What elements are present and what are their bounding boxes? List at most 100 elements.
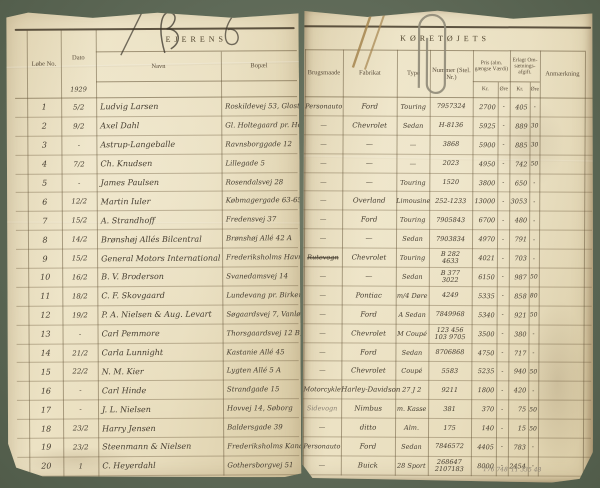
vehicle-make: —	[365, 178, 373, 187]
tax-kr: 703	[514, 254, 527, 263]
owner-name: C. F. Skovgaard	[101, 291, 165, 301]
vehicle-number: B 282 4633	[440, 250, 461, 266]
owner-name: P. A. Nielsen & Aug. Levart	[101, 309, 212, 320]
price-ore: -	[502, 160, 505, 168]
row-number: 15	[40, 367, 51, 377]
vehicle-use: —	[320, 121, 327, 130]
price-kr: 140	[481, 424, 495, 433]
tax-ore: -	[532, 387, 535, 395]
vehicle-number: 5583	[441, 366, 459, 375]
owner-residence: Gothersborgvej 51	[227, 461, 294, 470]
vehicle-make: Ford	[360, 348, 377, 357]
year-note: 1929	[70, 85, 87, 94]
column-header-navn: Navn	[151, 62, 166, 70]
tax-ore: -	[533, 217, 536, 225]
vehicle-type: Limousine	[396, 197, 431, 206]
price-kr: 5335	[478, 292, 495, 301]
entry-date: -	[77, 178, 81, 187]
ledger-right-page: KØRETØJETS Brugsmaade Fabrikat Type Numm…	[301, 7, 595, 483]
tax-kr: 380	[514, 329, 527, 339]
vehicle-number: 2023	[442, 159, 460, 168]
vehicle-number: 268647 2107183	[434, 457, 464, 473]
owner-name: General Motors International	[101, 253, 221, 263]
column-header-dato: Dato	[72, 54, 85, 62]
entry-date: 7/2	[73, 160, 85, 169]
tax-ore: -	[532, 349, 535, 357]
tax-kr: 885	[515, 141, 528, 150]
vehicle-use: —	[318, 423, 326, 432]
vehicle-type: M Coupé	[397, 329, 427, 338]
owner-name: C. Heyerdahl	[102, 461, 156, 471]
tax-kr: 3053	[510, 197, 528, 206]
vehicle-number: 175	[443, 423, 456, 432]
price-ore: -	[501, 273, 504, 281]
vehicle-make: Ford	[359, 442, 377, 451]
vehicle-make: Buick	[357, 461, 378, 470]
tax-ore: -	[533, 103, 536, 111]
vehicle-number: 4249	[441, 291, 459, 300]
entry-date: 1	[78, 462, 84, 471]
row-number: 14	[40, 348, 51, 358]
entry-date: 5/2	[72, 103, 85, 112]
ledger-row: 17 - J. L. Nielsen Hovvej 14, Søborg	[17, 399, 299, 420]
row-number: 12	[40, 310, 51, 320]
owner-residence: Frederiksholms Kanal 4	[227, 442, 313, 451]
owner-name: Carl Hinde	[101, 385, 147, 396]
pencil-total-price: 176 748	[482, 466, 508, 474]
tax-kr: 921	[514, 311, 527, 320]
entry-date: -	[79, 386, 82, 395]
ledger-row: 19 23/2 Steenmann & Nielsen Frederikshol…	[17, 437, 299, 458]
owner-name: Carl Pemmore	[101, 329, 160, 339]
ledger-row: 13 - Carl Pemmore Thorsgaardsvej 12 B, V…	[16, 324, 298, 345]
tax-kr: 940	[513, 367, 527, 376]
entry-date: -	[78, 330, 82, 339]
owner-residence: Rosendalsvej 28	[225, 177, 284, 187]
tax-ore: 50	[529, 425, 537, 433]
tax-kr: 742	[514, 159, 528, 169]
ledger-row: 7 15/2 A. Strandhoff Fredensvej 37	[16, 210, 298, 231]
tax-kr: 783	[513, 443, 526, 452]
vehicle-number: 7849968	[435, 310, 465, 319]
vehicle-row: — Chevrolet Coupé 5583 5235 - 940 50	[301, 362, 591, 382]
subheader-kr: Kr.	[516, 86, 524, 93]
vehicle-type: Touring	[400, 178, 426, 187]
vehicle-row: — Chevrolet M Coupé 123 456 103 9705 350…	[301, 324, 591, 344]
price-ore: -	[501, 330, 504, 338]
vehicle-number: 7846572	[434, 442, 464, 451]
vehicle-use: —	[319, 366, 326, 375]
price-kr: 4750	[477, 348, 495, 357]
row-number: 13	[40, 329, 51, 339]
vehicle-row: — ditto Alm. 175 140 - 15 50	[301, 418, 591, 438]
vehicle-type: Alm.	[404, 423, 420, 432]
owner-name: B. V. Broderson	[101, 272, 164, 282]
entry-date: 21/2	[72, 348, 89, 358]
owner-residence: Lygten Allé 5 A	[226, 366, 282, 375]
vehicle-make: Nimbus	[354, 404, 382, 413]
tax-kr: 480	[514, 216, 528, 225]
tax-ore: 50	[530, 160, 539, 168]
row-number: 19	[41, 443, 52, 453]
ledger-row: 3 - Astrup-Langeballe Ravnsborggade 12	[15, 135, 297, 156]
price-ore: -	[501, 349, 504, 357]
entry-date: 16/2	[71, 273, 88, 282]
price-ore: -	[501, 405, 504, 413]
entry-date: 19/2	[72, 311, 88, 320]
vehicle-type: Sedan	[401, 442, 422, 451]
ledger-row: 2 9/2 Axel Dahl Gl. Holtegaard pr. Holte	[15, 116, 297, 137]
owner-residence: Ravnsborggade 12	[225, 139, 293, 149]
price-kr: 13000	[474, 197, 496, 206]
price-kr: 4405	[477, 443, 494, 452]
vehicle-use: Motorcykle	[303, 385, 341, 394]
vehicle-row: — — Sedan 7903834 4970 - 791 -	[302, 229, 592, 249]
vehicle-make: Chevrolet	[350, 366, 386, 376]
vehicle-use: —	[319, 347, 326, 356]
pencil-total-tax: 11 335 48	[510, 466, 542, 474]
row-number: 17	[40, 405, 52, 415]
vehicle-use: —	[319, 328, 326, 337]
column-header-anmaerkning: Anmærkning	[545, 70, 580, 78]
vehicle-number: 7957324	[436, 102, 466, 111]
vehicle-row: Personauto Ford Touring 7957324 2700 - 4…	[303, 97, 593, 117]
owner-residence: Svanedamsvej 14	[226, 272, 289, 281]
owner-residence: Hovvej 14, Søborg	[226, 404, 293, 413]
tax-kr: 791	[514, 235, 528, 244]
